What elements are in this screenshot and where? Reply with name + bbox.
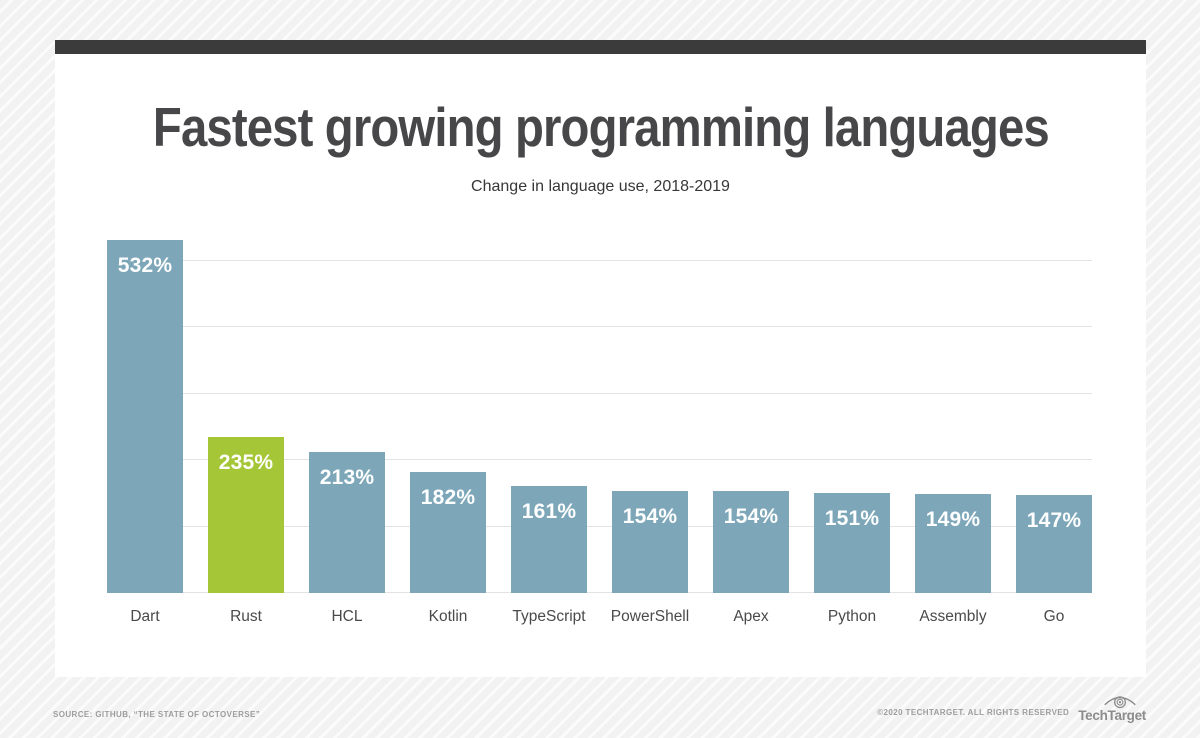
category-label-rust: Rust xyxy=(230,608,262,625)
bar-kotlin: 182% Kotlin xyxy=(410,472,486,625)
bar-value-label: 161% xyxy=(521,500,577,523)
techtarget-wordmark: TechTarget xyxy=(1078,708,1146,723)
bar-go: 147% Go xyxy=(1016,495,1092,625)
bar-typescript: 161% TypeScript xyxy=(511,486,587,625)
category-label-go: Go xyxy=(1043,608,1065,625)
bar-rect xyxy=(612,491,688,593)
gridline-400 xyxy=(107,326,1092,328)
bars-container: 532% Dart 235% Rust 213% HCL 182% Kotlin 161% Typ… xyxy=(107,54,1092,625)
category-label-assembly: Assembly xyxy=(919,608,987,625)
bar-value-label: 532% xyxy=(117,254,173,277)
bar-apex: 154% Apex xyxy=(713,491,789,625)
bar-rect xyxy=(309,452,385,593)
bar-rust: 235% Rust xyxy=(208,437,284,625)
bar-assembly: 149% Assembly xyxy=(915,494,991,625)
category-label-powershell: PowerShell xyxy=(610,608,690,625)
bar-value-label: 147% xyxy=(1026,509,1082,532)
bar-rect xyxy=(410,472,486,593)
gridline-300 xyxy=(107,392,1092,394)
category-label-kotlin: Kotlin xyxy=(428,608,468,625)
gridline-100 xyxy=(107,525,1092,527)
bar-rect xyxy=(915,494,991,593)
bar-rect xyxy=(208,437,284,593)
eye-target-icon xyxy=(1104,696,1136,709)
bar-chart: 532% Dart 235% Rust 213% HCL 182% Kotlin 161% Typ… xyxy=(107,54,1092,625)
category-label-typescript: TypeScript xyxy=(512,608,586,625)
bar-value-label: 151% xyxy=(824,507,880,530)
bar-rect xyxy=(713,491,789,593)
bar-value-label: 154% xyxy=(622,505,678,528)
card-top-accent-bar xyxy=(55,40,1146,54)
infographic-card: Fastest growing programming languages Ch… xyxy=(55,54,1146,677)
chart-subtitle: Change in language use, 2018-2019 xyxy=(471,178,730,195)
bar-value-label: 149% xyxy=(925,508,981,531)
footer-right-group: ©2020 TECHTARGET. ALL RIGHTS RESERVED Te… xyxy=(877,692,1146,723)
category-label-dart: Dart xyxy=(130,608,160,625)
gridline-500 xyxy=(107,260,1092,261)
bar-rect xyxy=(814,493,890,593)
source-credit: SOURCE: GITHUB, “THE STATE OF OCTOVERSE” xyxy=(53,710,261,719)
bar-hcl: 213% HCL xyxy=(309,452,385,625)
bar-value-label: 235% xyxy=(218,451,274,474)
category-label-hcl: HCL xyxy=(331,608,363,625)
bar-rect xyxy=(1016,495,1092,593)
bar-python: 151% Python xyxy=(814,493,890,625)
x-axis-baseline xyxy=(107,592,1092,593)
bar-powershell: 154% PowerShell xyxy=(611,491,689,625)
bar-value-label: 182% xyxy=(420,486,476,509)
bar-rect xyxy=(511,486,587,593)
copyright-text: ©2020 TECHTARGET. ALL RIGHTS RESERVED xyxy=(877,708,1070,717)
gridline-200 xyxy=(107,459,1092,461)
category-label-apex: Apex xyxy=(733,608,769,625)
chart-title: Fastest growing programming languages xyxy=(152,96,1050,158)
bar-rect xyxy=(107,240,183,593)
bar-value-label: 213% xyxy=(319,466,375,489)
category-label-python: Python xyxy=(827,608,877,625)
bar-value-label: 154% xyxy=(723,505,779,528)
bar-dart: 532% Dart xyxy=(107,240,183,625)
techtarget-logo: TechTarget xyxy=(1078,692,1146,723)
